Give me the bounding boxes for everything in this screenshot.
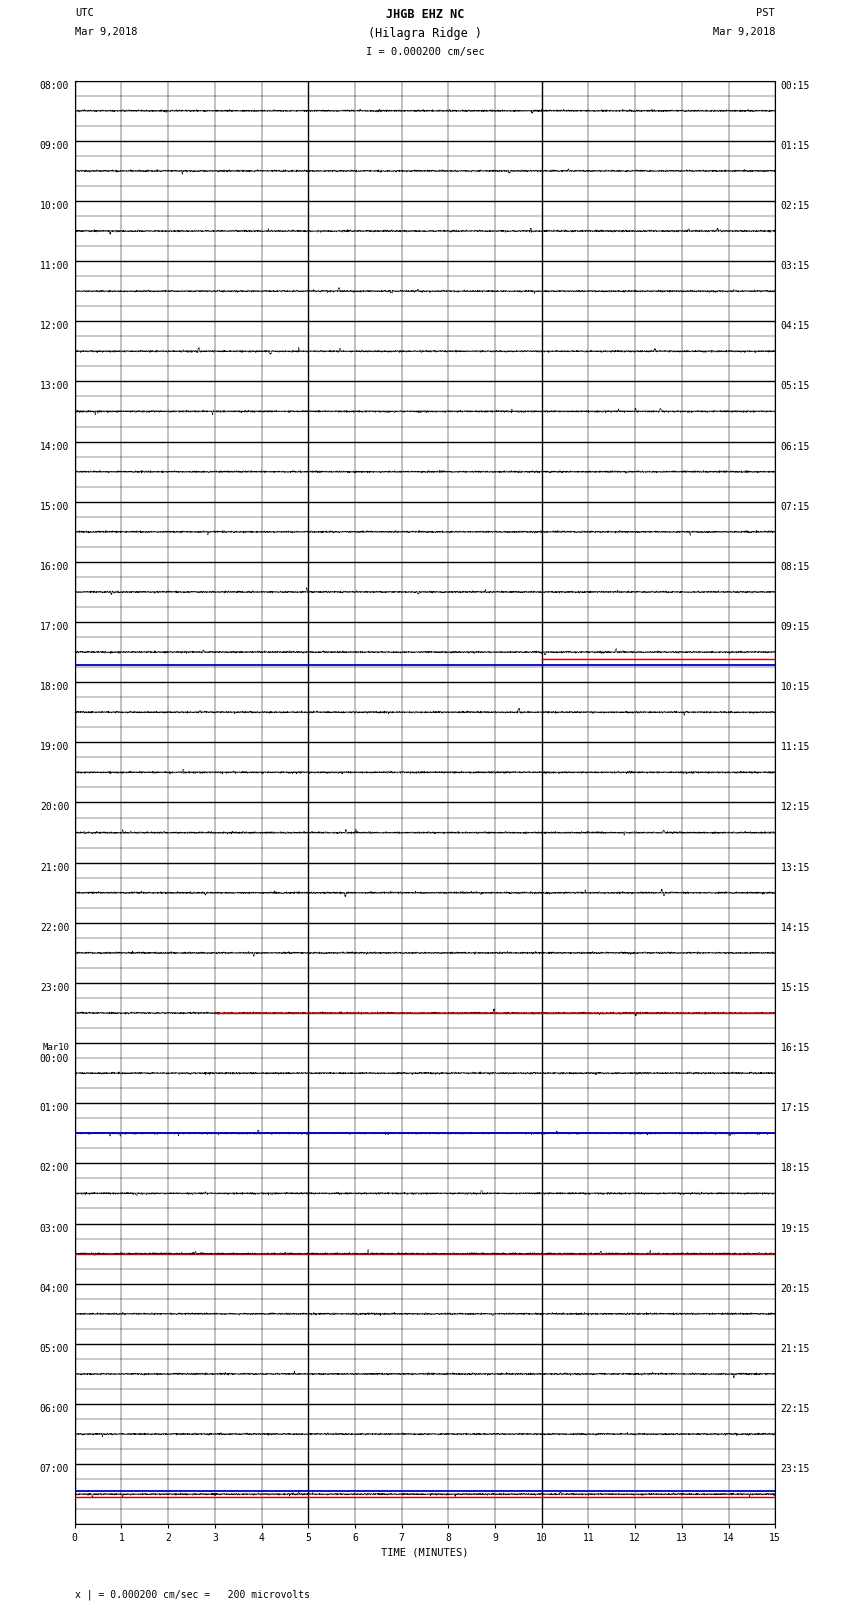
Text: 07:15: 07:15	[781, 502, 810, 511]
Text: 04:15: 04:15	[781, 321, 810, 331]
Text: 21:15: 21:15	[781, 1344, 810, 1353]
Text: Mar 9,2018: Mar 9,2018	[712, 27, 775, 37]
Text: I = 0.000200 cm/sec: I = 0.000200 cm/sec	[366, 47, 484, 56]
Text: 17:15: 17:15	[781, 1103, 810, 1113]
Text: 01:15: 01:15	[781, 140, 810, 150]
Text: 13:15: 13:15	[781, 863, 810, 873]
Text: 15:00: 15:00	[40, 502, 69, 511]
Text: 17:00: 17:00	[40, 623, 69, 632]
Text: 19:15: 19:15	[781, 1224, 810, 1234]
Text: 12:00: 12:00	[40, 321, 69, 331]
Text: 10:00: 10:00	[40, 202, 69, 211]
Text: 16:00: 16:00	[40, 561, 69, 573]
Text: 14:15: 14:15	[781, 923, 810, 932]
Text: 09:15: 09:15	[781, 623, 810, 632]
Text: 10:15: 10:15	[781, 682, 810, 692]
Text: JHGB EHZ NC: JHGB EHZ NC	[386, 8, 464, 21]
X-axis label: TIME (MINUTES): TIME (MINUTES)	[382, 1547, 468, 1558]
Text: 12:15: 12:15	[781, 803, 810, 813]
Text: 08:00: 08:00	[40, 81, 69, 90]
Text: 15:15: 15:15	[781, 982, 810, 994]
Text: 14:00: 14:00	[40, 442, 69, 452]
Text: 06:00: 06:00	[40, 1403, 69, 1415]
Text: 23:00: 23:00	[40, 982, 69, 994]
Text: 20:00: 20:00	[40, 803, 69, 813]
Text: 05:15: 05:15	[781, 381, 810, 392]
Text: 20:15: 20:15	[781, 1284, 810, 1294]
Text: x | = 0.000200 cm/sec =   200 microvolts: x | = 0.000200 cm/sec = 200 microvolts	[75, 1589, 309, 1600]
Text: Mar10: Mar10	[42, 1044, 69, 1052]
Text: Mar 9,2018: Mar 9,2018	[75, 27, 138, 37]
Text: 06:15: 06:15	[781, 442, 810, 452]
Text: 21:00: 21:00	[40, 863, 69, 873]
Text: UTC: UTC	[75, 8, 94, 18]
Text: (Hilagra Ridge ): (Hilagra Ridge )	[368, 27, 482, 40]
Text: 23:15: 23:15	[781, 1465, 810, 1474]
Text: 11:15: 11:15	[781, 742, 810, 752]
Text: 18:15: 18:15	[781, 1163, 810, 1173]
Text: 01:00: 01:00	[40, 1103, 69, 1113]
Text: 02:15: 02:15	[781, 202, 810, 211]
Text: 05:00: 05:00	[40, 1344, 69, 1353]
Text: PST: PST	[756, 8, 775, 18]
Text: 03:15: 03:15	[781, 261, 810, 271]
Text: 13:00: 13:00	[40, 381, 69, 392]
Text: 00:15: 00:15	[781, 81, 810, 90]
Text: 09:00: 09:00	[40, 140, 69, 150]
Text: 18:00: 18:00	[40, 682, 69, 692]
Text: 22:15: 22:15	[781, 1403, 810, 1415]
Text: 16:15: 16:15	[781, 1044, 810, 1053]
Text: 22:00: 22:00	[40, 923, 69, 932]
Text: 08:15: 08:15	[781, 561, 810, 573]
Text: 19:00: 19:00	[40, 742, 69, 752]
Text: 02:00: 02:00	[40, 1163, 69, 1173]
Text: 07:00: 07:00	[40, 1465, 69, 1474]
Text: 00:00: 00:00	[40, 1055, 69, 1065]
Text: 03:00: 03:00	[40, 1224, 69, 1234]
Text: 04:00: 04:00	[40, 1284, 69, 1294]
Text: 11:00: 11:00	[40, 261, 69, 271]
